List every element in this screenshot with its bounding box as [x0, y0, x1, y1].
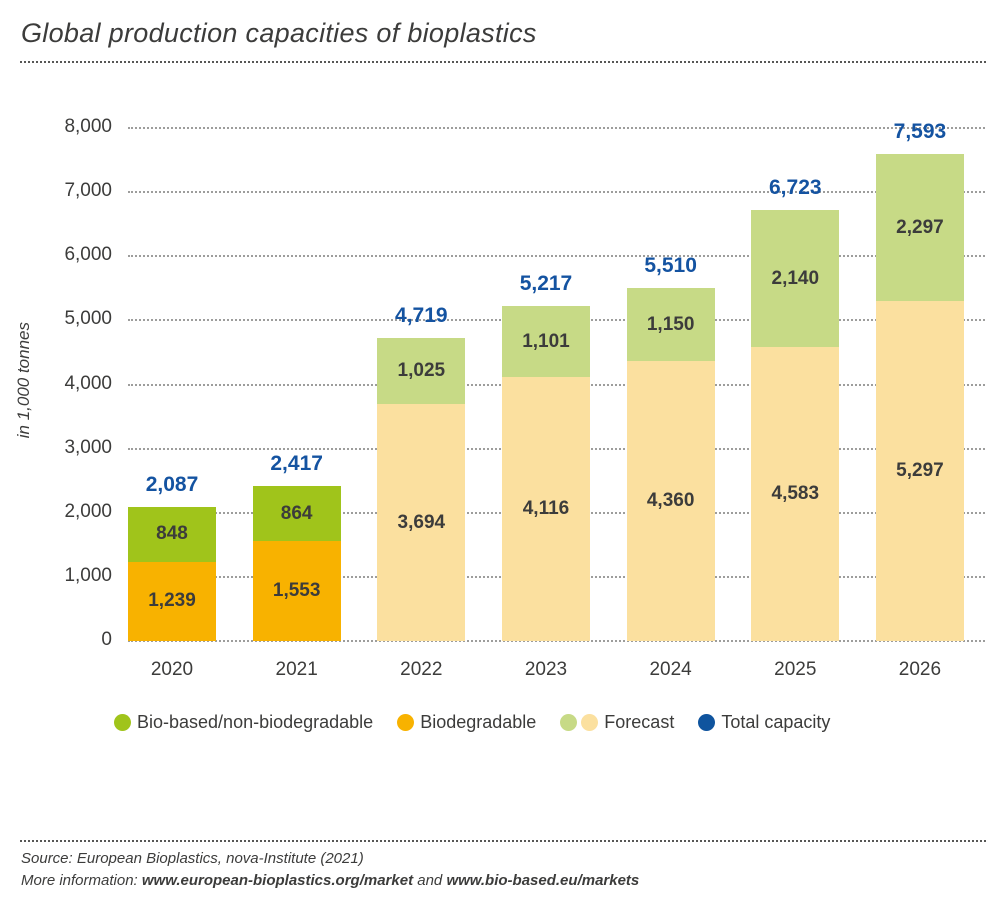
legend-swatch-icon: [560, 714, 578, 731]
footer: Source: European Bioplastics, nova-Insti…: [20, 840, 986, 894]
gridline-8000: [128, 127, 985, 129]
bar-2025: 4,583 2,140 6,723 2025: [751, 128, 840, 680]
x-label-2021: 2021: [275, 659, 318, 680]
y-tick-3000: 3,000: [64, 436, 112, 458]
total-label-2024: 5,510: [644, 253, 697, 277]
y-tick-0: 0: [101, 629, 112, 650]
stacked-bar-chart: 0 1,000 2,000 3,000 4,000 5,000 6,000 7,000 8,00…: [0, 116, 1000, 680]
legend-label: Bio-based/non-biodegradable: [137, 712, 374, 732]
segment-value: 2,140: [771, 267, 820, 289]
total-label-2021: 2,417: [270, 452, 323, 476]
x-label-2025: 2025: [774, 659, 817, 680]
segment-value: 4,360: [646, 490, 695, 512]
segment-value: 2,297: [896, 216, 944, 238]
y-tick-4000: 4,000: [64, 372, 112, 394]
y-tick-8000: 8,000: [64, 116, 112, 137]
title-divider: [20, 61, 986, 63]
legend-label: Forecast: [604, 712, 675, 732]
segment-value: 1,101: [522, 330, 570, 352]
legend-item-bio-based-non-biodegradable: Bio-based/non-biodegradable: [114, 712, 373, 733]
legend-label: Total capacity: [721, 712, 831, 732]
segment-value: 5,297: [896, 460, 944, 482]
x-label-2023: 2023: [524, 659, 568, 680]
y-tick-5000: 5,000: [64, 308, 112, 330]
legend-item-biodegradable: Biodegradable: [397, 712, 536, 733]
more-info-text: More information: www.european-bioplasti…: [21, 872, 986, 889]
y-tick-2000: 2,000: [64, 500, 112, 522]
segment-biodegradable-2026: 5,297: [875, 301, 964, 641]
bar-2024: 4,360 1,150 5,510 2024: [626, 128, 715, 680]
page-title: Global production capacities of bioplast…: [21, 18, 537, 48]
legend-swatch-icon: [581, 714, 599, 731]
more-info-and: and: [413, 872, 447, 889]
bar-2023: 4,116 1,101 5,217 2023: [501, 128, 590, 680]
bar-2026: 5,297 2,297 7,593 2026: [875, 120, 964, 680]
total-label-2026: 7,593: [893, 120, 947, 144]
gridline-7000: [128, 191, 985, 194]
info-link-2: www.bio-based.eu/markets: [446, 872, 640, 889]
segment-biodegradable-2021: 1,553: [252, 541, 341, 641]
segment-bio-based-2023: 1,101: [501, 306, 590, 378]
legend-item-total-capacity: Total capacity: [698, 712, 830, 733]
segment-biodegradable-2024: 4,360: [626, 361, 715, 641]
segment-value: 864: [280, 502, 313, 524]
legend-label: Biodegradable: [420, 712, 537, 732]
segment-bio-based-2022: 1,025: [377, 338, 466, 405]
x-label-2020: 2020: [150, 659, 194, 680]
bars-container: 1,239 848 2,087 2020 1,553 864 2,417 2021 3,694 1…: [128, 120, 964, 680]
y-tick-1000: 1,000: [64, 564, 112, 586]
segment-value: 848: [156, 523, 188, 545]
info-link-1: www.european-bioplastics.org/market: [141, 872, 414, 889]
segment-bio-based-2020: 848: [128, 507, 216, 562]
segment-bio-based-2025: 2,140: [751, 209, 840, 348]
segment-biodegradable-2022: 3,694: [377, 404, 466, 641]
segment-biodegradable-2020: 1,239: [128, 561, 216, 641]
chart-legend: Bio-based/non-biodegradable Biodegradable…: [114, 712, 830, 733]
source-text: Source: European Bioplastics, nova-Insti…: [21, 850, 364, 867]
total-label-2025: 6,723: [769, 175, 822, 199]
bar-2021: 1,553 864 2,417 2021: [252, 128, 341, 680]
bar-2020: 1,239 848 2,087 2020: [128, 128, 216, 680]
segment-value: 4,116: [522, 498, 570, 520]
segment-value: 4,583: [771, 483, 820, 505]
gridline-0: [128, 640, 985, 642]
y-tick-6000: 6,000: [64, 244, 112, 266]
segment-biodegradable-2023: 4,116: [501, 377, 590, 641]
total-label-2020: 2,087: [145, 473, 199, 497]
gridline-6000: [128, 255, 985, 258]
segment-value: 1,150: [646, 313, 695, 335]
bar-2022: 3,694 1,025 4,719 2022: [377, 128, 466, 680]
legend-swatch-icon: [698, 714, 716, 731]
segment-bio-based-2021: 864: [252, 486, 341, 542]
x-label-2026: 2026: [898, 659, 942, 680]
segment-bio-based-2024: 1,150: [626, 287, 715, 362]
segment-value: 1,553: [272, 580, 321, 602]
segment-value: 3,694: [397, 511, 446, 533]
segment-biodegradable-2025: 4,583: [751, 347, 840, 641]
segment-bio-based-2026: 2,297: [875, 154, 964, 302]
legend-item-forecast: Forecast: [560, 712, 674, 733]
legend-swatch-icon: [114, 714, 131, 731]
x-label-2024: 2024: [649, 659, 692, 680]
segment-value: 1,025: [397, 360, 446, 382]
more-info-prefix: More information:: [21, 872, 142, 889]
x-label-2022: 2022: [400, 659, 443, 680]
legend-swatch-icon: [397, 714, 415, 731]
total-label-2022: 4,719: [395, 304, 448, 328]
total-label-2023: 5,217: [519, 272, 573, 296]
y-tick-7000: 7,000: [64, 180, 112, 202]
segment-value: 1,239: [148, 590, 196, 612]
